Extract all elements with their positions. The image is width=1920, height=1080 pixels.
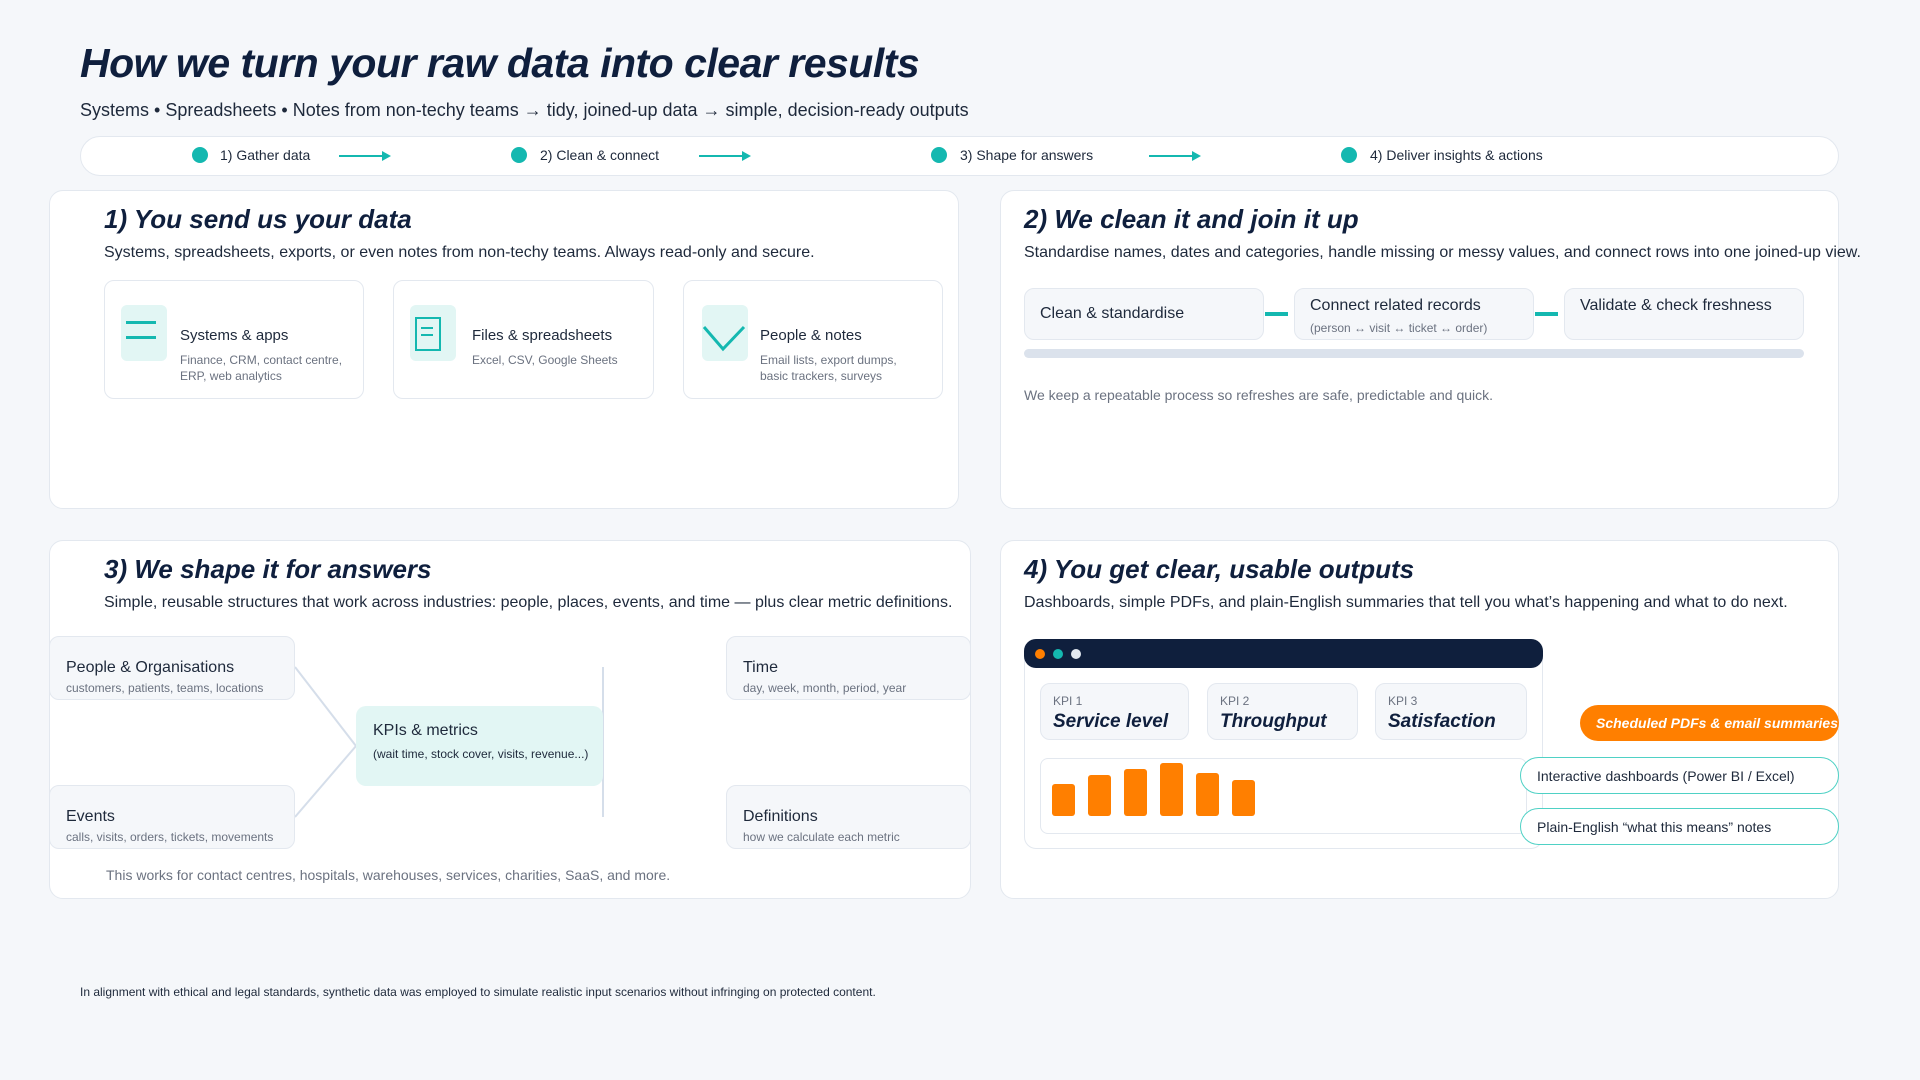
card-title: 3) We shape it for answers <box>104 554 432 584</box>
entity-sub: day, week, month, period, year <box>743 681 907 695</box>
output-pill-dashboards: Interactive dashboards (Power BI / Excel… <box>1520 757 1839 794</box>
card-footer: This works for contact centres, hospital… <box>106 867 671 883</box>
window-titlebar <box>1024 639 1543 668</box>
pipeline-step-clean: Clean & standardise <box>1024 288 1264 340</box>
chart-bar <box>1196 772 1219 816</box>
connector <box>1265 312 1288 316</box>
kpi-label: KPI 1 <box>1053 694 1083 708</box>
card-note: We keep a repeatable process so refreshe… <box>1024 387 1494 403</box>
document-icon <box>410 305 456 361</box>
pipeline-step-connect: Connect related records (person ↔ visit ↔… <box>1294 288 1534 340</box>
source-card-files: Files & spreadsheets Excel, CSV, Google … <box>393 280 654 399</box>
chart-panel <box>1040 758 1527 834</box>
step-dot <box>1341 147 1357 163</box>
entity-definitions: Definitions how we calculate each metric <box>726 785 971 849</box>
pipeline-title: Validate & check freshness <box>1580 297 1772 314</box>
menu-lines-icon <box>121 305 167 361</box>
window-dot-icon <box>1053 649 1063 659</box>
card-title: 2) We clean it and join it up <box>1024 204 1359 234</box>
page-title: How we turn your raw data into clear res… <box>80 40 920 86</box>
kpi-label: KPI 2 <box>1220 694 1250 708</box>
pipeline-title: Connect related records <box>1310 297 1481 314</box>
entity-title: Events <box>66 808 115 825</box>
entity-title: Time <box>743 659 778 676</box>
chart-bar <box>1124 769 1147 816</box>
chart-bar <box>1232 780 1255 816</box>
step-dot <box>931 147 947 163</box>
entity-events: Events calls, visits, orders, tickets, mo… <box>49 785 295 849</box>
kpi-tile: KPI 1 Service level <box>1040 683 1189 740</box>
pipeline-step-validate: Validate & check freshness <box>1564 288 1804 340</box>
output-pill-scheduled-pdfs: Scheduled PDFs & email summaries <box>1580 705 1839 741</box>
source-title: People & notes <box>760 327 862 344</box>
source-card-people: People & notes Email lists, export dumps… <box>683 280 943 399</box>
card-title: 4) You get clear, usable outputs <box>1024 554 1415 584</box>
chart-bar <box>1088 775 1111 816</box>
source-desc: basic trackers, surveys <box>760 369 883 383</box>
chart-bar <box>1160 763 1183 816</box>
source-title: Systems & apps <box>180 327 289 344</box>
kpi-value: Satisfaction <box>1388 711 1496 732</box>
entity-sub: how we calculate each metric <box>743 830 900 844</box>
entity-sub: (wait time, stock cover, visits, revenue… <box>373 747 589 761</box>
entity-title: KPIs & metrics <box>373 722 478 739</box>
step-4: 4) Deliver insights & actions <box>1370 147 1543 163</box>
source-desc: Email lists, export dumps, <box>760 353 897 367</box>
connector <box>1535 312 1558 316</box>
arrow-right-icon <box>339 151 391 161</box>
card-title: 1) You send us your data <box>104 204 412 234</box>
step-1: 1) Gather data <box>220 147 311 163</box>
entity-kpis: KPIs & metrics (wait time, stock cover, v… <box>356 706 603 786</box>
window-dot-icon <box>1071 649 1081 659</box>
chevron-check-icon <box>702 305 748 361</box>
entity-time: Time day, week, month, period, year <box>726 636 971 700</box>
step-2: 2) Clean & connect <box>540 147 660 163</box>
card-description: Dashboards, simple PDFs, and plain-Engli… <box>1024 594 1788 611</box>
step-dot <box>511 147 527 163</box>
arrow-right-icon <box>699 151 751 161</box>
card-description: Standardise names, dates and categories,… <box>1024 244 1861 261</box>
kpi-value: Throughput <box>1220 711 1327 732</box>
source-desc: Finance, CRM, contact centre, <box>180 353 343 367</box>
chart-bar <box>1052 783 1075 816</box>
step-dot <box>192 147 208 163</box>
mini-bar-chart <box>1052 758 1272 816</box>
entity-title: Definitions <box>743 808 818 825</box>
source-desc: Excel, CSV, Google Sheets <box>472 353 618 367</box>
source-title: Files & spreadsheets <box>472 327 613 344</box>
page-subtitle: Systems • Spreadsheets • Notes from non-… <box>80 100 969 120</box>
entity-sub: customers, patients, teams, locations <box>66 681 264 695</box>
progress-track <box>1024 349 1804 358</box>
entity-title: People & Organisations <box>66 659 235 676</box>
pipeline-title: Clean & standardise <box>1040 305 1185 322</box>
output-pill-notes: Plain-English “what this means” notes <box>1520 808 1839 845</box>
entity-sub: calls, visits, orders, tickets, movement… <box>66 830 274 844</box>
kpi-value: Service level <box>1053 711 1169 732</box>
source-card-systems: Systems & apps Finance, CRM, contact cen… <box>104 280 364 399</box>
entity-people: People & Organisations customers, patient… <box>49 636 295 700</box>
kpi-label: KPI 3 <box>1388 694 1418 708</box>
kpi-tile: KPI 3 Satisfaction <box>1375 683 1527 740</box>
card-description: Systems, spreadsheets, exports, or even … <box>104 244 815 261</box>
pipeline-sub: (person ↔ visit ↔ ticket ↔ order) <box>1310 321 1488 335</box>
arrow-right-icon <box>1149 151 1201 161</box>
kpi-tile: KPI 2 Throughput <box>1207 683 1358 740</box>
window-dot-icon <box>1035 649 1045 659</box>
card-description: Simple, reusable structures that work ac… <box>104 594 953 611</box>
source-desc: ERP, web analytics <box>180 369 282 383</box>
step-3: 3) Shape for answers <box>960 147 1094 163</box>
disclaimer: In alignment with ethical and legal stan… <box>80 985 876 999</box>
